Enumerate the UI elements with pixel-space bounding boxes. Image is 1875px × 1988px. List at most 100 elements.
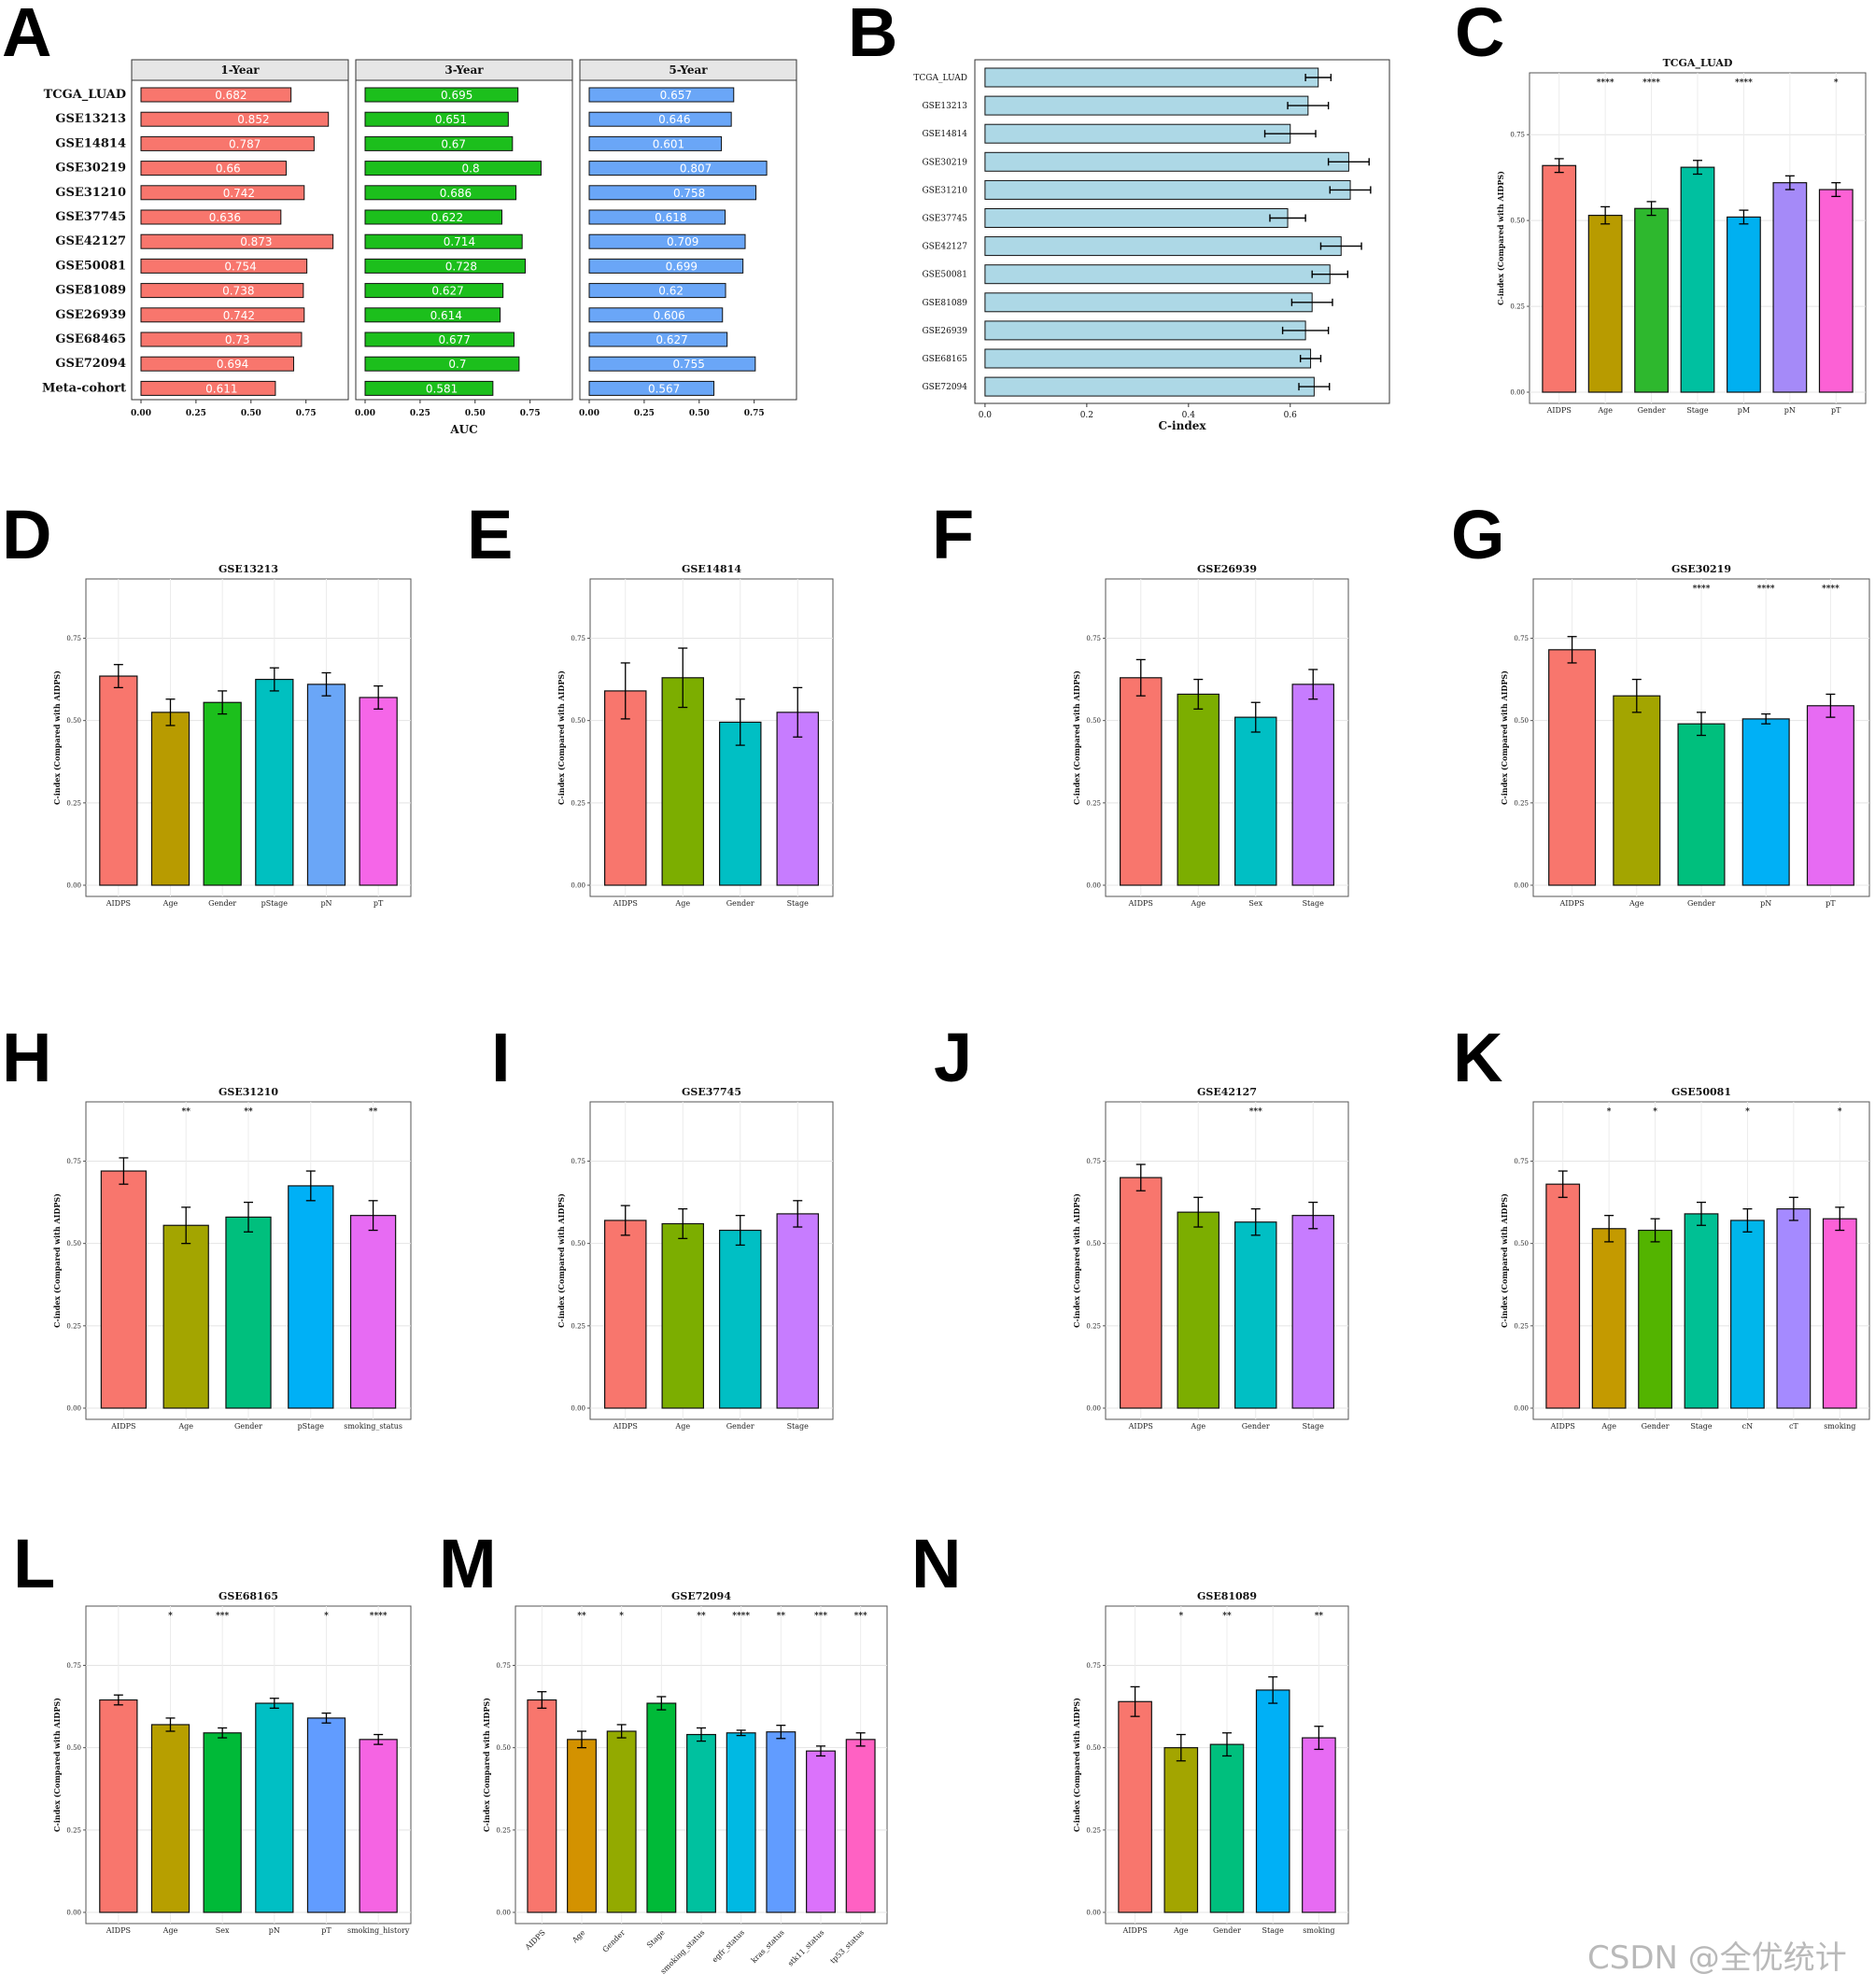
x-tick-label: Age — [1628, 899, 1644, 908]
bar — [604, 1220, 647, 1409]
y-tick-label: 0.00 — [1514, 1405, 1529, 1413]
row-label: GSE42127 — [922, 243, 967, 252]
y-axis-title: C-index (Compared with AIDPS) — [1500, 1193, 1509, 1328]
auc-bar — [140, 356, 294, 372]
chart-title: GSE72094 — [671, 1590, 731, 1602]
panel-label-f: F — [932, 496, 974, 573]
y-tick-label: 0.25 — [496, 1826, 511, 1834]
y-tick-label: 0.00 — [496, 1910, 511, 1917]
bar — [806, 1750, 836, 1913]
bar — [255, 1702, 294, 1913]
auc-bar — [588, 356, 756, 372]
x-tick-label: Age — [1190, 899, 1205, 908]
bar — [1587, 215, 1623, 393]
x-tick-label: pM — [1738, 406, 1750, 415]
x-tick-label: AIDPS — [110, 1422, 135, 1431]
x-tick-label: 0.2 — [1080, 411, 1093, 420]
auc-bar — [140, 307, 305, 323]
y-tick-label: 0.50 — [66, 717, 81, 725]
cindex-bar — [984, 264, 1331, 285]
x-tick-label: 0.25 — [186, 409, 206, 418]
x-tick-label: AIDPS — [1128, 1422, 1153, 1431]
y-tick-label: 0.25 — [571, 799, 585, 807]
auc-value-label: 0.636 — [209, 211, 241, 224]
significance-label: * — [1607, 1107, 1612, 1117]
y-tick-label: 0.75 — [496, 1662, 511, 1670]
facet-5-year: 5-Year 0.00 0.25 0.50 0.75 0.657 0.646 0.601 0.8… — [579, 59, 797, 418]
auc-bar — [364, 209, 503, 225]
auc-value-label: 0.7 — [448, 358, 466, 371]
x-tick-label: 0.0 — [979, 411, 993, 420]
significance-label: **** — [1693, 585, 1711, 594]
x-tick-label: 0.75 — [520, 409, 541, 418]
auc-value-label: 0.728 — [445, 260, 477, 273]
x-tick-label: pStage — [298, 1422, 325, 1431]
x-tick-label: 0.50 — [689, 409, 710, 418]
auc-bar — [140, 135, 315, 151]
x-tick-label: 0.75 — [296, 409, 317, 418]
auc-value-label: 0.8 — [462, 162, 480, 176]
y-tick-label: 0.25 — [66, 1322, 81, 1330]
x-tick-label: AIDPS — [106, 1926, 131, 1935]
y-tick-label: 0.75 — [66, 1158, 81, 1165]
facet-3-year: 3-Year 0.00 0.25 0.50 0.75 0.695 0.651 0.67 0.8 0… — [355, 59, 573, 418]
auc-value-label: 0.627 — [656, 333, 687, 346]
bar — [776, 712, 819, 886]
x-tick-label: Gender — [1642, 1422, 1670, 1431]
y-tick-label: 0.75 — [66, 1662, 81, 1670]
x-tick-label: Stage — [1303, 1422, 1325, 1431]
cindex-bar — [984, 236, 1342, 257]
row-label: GSE37745 — [922, 215, 967, 224]
auc-value-label: 0.709 — [667, 235, 698, 248]
panel-label-c: C — [1455, 0, 1504, 71]
panel-i-chart: GSE37745 0.00 0.25 0.50 0.75 AIDPS Age Gender St… — [557, 1086, 834, 1431]
auc-bar — [588, 233, 746, 249]
panel-a-chart: TCGA_LUAD GSE13213 GSE14814 GSE30219 GSE3121… — [42, 59, 797, 436]
auc-value-label: 0.614 — [430, 309, 462, 322]
bar — [661, 1222, 704, 1409]
row-label: GSE68165 — [922, 355, 967, 364]
bar — [1177, 693, 1219, 886]
x-tick-label: 0.25 — [410, 409, 430, 418]
chart-title: GSE50081 — [1671, 1086, 1731, 1098]
chart-title: GSE81089 — [1197, 1590, 1257, 1602]
panel-l-chart: GSE68165 0.00 0.25 0.50 0.75 AIDPS * Age *** Sex p… — [52, 1590, 412, 1935]
y-axis-title: C-index (Compared with AIDPS) — [52, 1698, 62, 1832]
auc-bar — [140, 209, 282, 225]
panel-c-chart: TCGA_LUAD0.000.250.500.75AIDPS****Age***… — [1496, 57, 1867, 415]
x-tick-label: AIDPS — [1121, 1926, 1147, 1935]
x-tick-label: 0.6 — [1284, 411, 1298, 420]
facet-strip-label: 3-Year — [444, 63, 484, 77]
cindex-bar — [984, 179, 1351, 200]
bar — [646, 1702, 677, 1913]
auc-bar — [588, 380, 715, 396]
significance-label: **** — [1822, 585, 1840, 594]
y-tick-label: 0.25 — [66, 1826, 81, 1834]
auc-bar — [364, 161, 542, 176]
panel-f-chart: GSE26939 0.00 0.25 0.50 0.75 AIDPS Age Sex Stage… — [1072, 563, 1349, 908]
y-tick-label: 0.00 — [1510, 389, 1525, 397]
bar — [1291, 1215, 1334, 1409]
bar — [1291, 684, 1334, 886]
bar — [1234, 1221, 1277, 1409]
y-tick-label: 0.50 — [66, 1240, 81, 1248]
significance-label: ** — [244, 1107, 253, 1117]
bar — [1591, 1228, 1627, 1409]
x-tick-label: Age — [1190, 1422, 1205, 1431]
auc-value-label: 0.754 — [224, 260, 256, 273]
row-label: GSE50081 — [922, 271, 967, 280]
x-tick-label: Stage — [787, 1422, 810, 1431]
row-label: GSE31210 — [55, 186, 126, 200]
auc-bar — [140, 111, 330, 127]
plot-frame — [974, 59, 1390, 404]
bar — [1730, 1220, 1765, 1409]
significance-label: * — [324, 1612, 329, 1621]
cindex-bar — [984, 320, 1306, 341]
significance-label: * — [1178, 1612, 1183, 1621]
auc-bar — [140, 161, 287, 176]
x-tick-label: Age — [1173, 1926, 1189, 1935]
chart-title: GSE30219 — [1671, 563, 1731, 575]
bar — [606, 1730, 637, 1913]
row-label: GSE14814 — [55, 136, 126, 150]
x-tick-label: Gender — [234, 1422, 262, 1431]
